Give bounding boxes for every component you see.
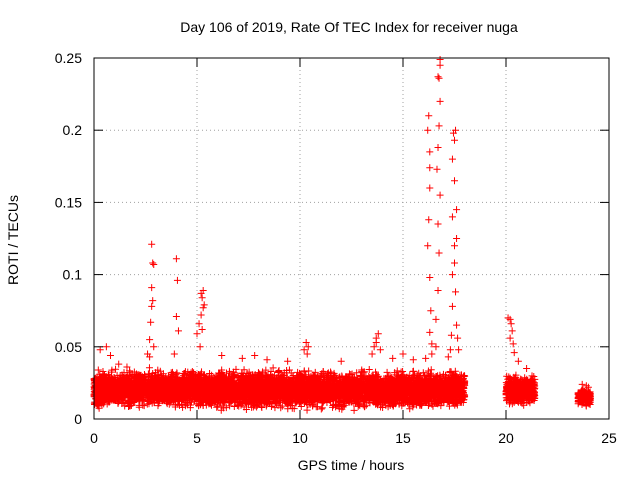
data-point xyxy=(409,367,417,375)
data-point xyxy=(278,402,286,410)
grid-lines xyxy=(94,58,609,419)
data-point xyxy=(350,406,358,414)
data-point xyxy=(173,369,181,377)
data-point xyxy=(287,369,295,377)
data-point xyxy=(225,367,233,375)
data-point xyxy=(383,368,391,376)
data-point xyxy=(94,366,102,374)
data-point xyxy=(303,406,311,414)
data-point xyxy=(290,405,298,413)
data-point xyxy=(126,367,134,375)
data-point xyxy=(267,367,275,375)
data-points xyxy=(90,55,594,414)
data-point xyxy=(135,403,143,411)
data-point xyxy=(353,369,361,377)
data-point xyxy=(424,402,432,410)
data-point xyxy=(317,405,325,413)
data-point xyxy=(284,405,292,413)
chart-title: Day 106 of 2019, Rate Of TEC Index for r… xyxy=(180,19,518,35)
data-point xyxy=(297,403,305,411)
